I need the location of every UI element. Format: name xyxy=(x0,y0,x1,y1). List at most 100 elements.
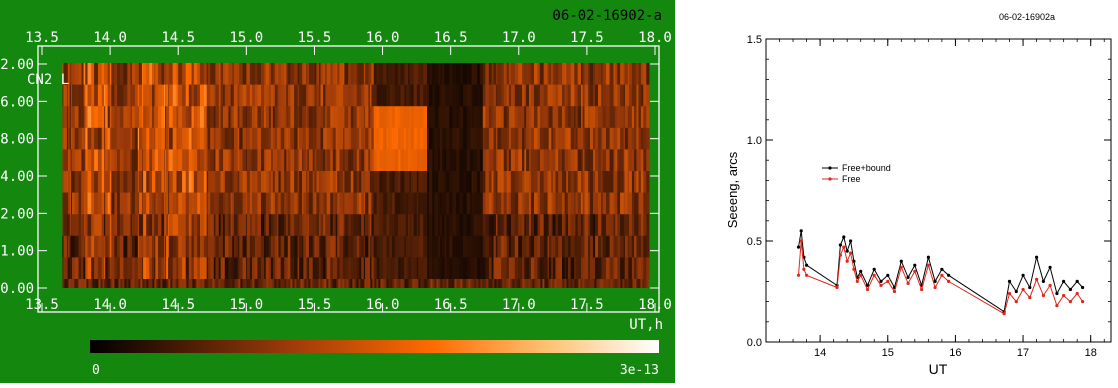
heatmap-cell xyxy=(442,192,445,215)
heatmap-cell xyxy=(206,149,209,172)
heatmap-cell xyxy=(144,279,147,288)
heatmap-cell xyxy=(551,235,553,258)
heatmap-cell xyxy=(534,257,538,280)
heatmap-cell xyxy=(452,127,457,150)
heatmap-cell xyxy=(570,63,575,85)
heatmap-cell xyxy=(488,279,491,288)
heatmap-cell xyxy=(132,84,136,107)
heatmap-cell xyxy=(526,149,530,172)
heatmap-cell xyxy=(306,192,308,215)
heatmap-cell xyxy=(154,171,156,193)
heatmap-cell xyxy=(154,279,157,288)
heatmap-cell xyxy=(484,279,487,288)
heatmap-cell xyxy=(268,84,272,107)
heatmap-cell xyxy=(139,149,143,172)
heatmap-cell xyxy=(361,171,365,193)
heatmap-cell xyxy=(323,171,326,193)
heatmap-cell xyxy=(593,127,596,150)
heatmap-cell xyxy=(410,149,414,172)
heatmap-cell xyxy=(601,235,603,258)
heatmap-cell xyxy=(368,149,371,172)
heatmap-cell xyxy=(491,63,494,85)
heatmap-cell xyxy=(419,63,424,85)
heatmap-cell xyxy=(302,149,304,172)
heatmap-cell xyxy=(609,171,614,193)
heatmap-cell xyxy=(584,63,589,85)
heatmap-cell xyxy=(85,257,88,280)
heatmap-cell xyxy=(302,235,304,258)
heatmap-cell xyxy=(477,235,481,258)
heatmap-cell xyxy=(284,235,287,258)
heatmap-cell xyxy=(140,279,143,288)
heatmap-cell xyxy=(534,106,538,129)
heatmap-cell xyxy=(408,171,410,193)
heatmap-cell xyxy=(601,171,603,193)
heatmap-cell xyxy=(302,63,304,85)
heatmap-cell xyxy=(330,127,334,150)
heatmap-cell xyxy=(444,214,447,237)
heatmap-cell xyxy=(529,84,532,107)
heatmap-cell xyxy=(646,106,650,129)
heatmap-cell xyxy=(379,63,384,85)
heatmap-cell xyxy=(609,106,614,129)
heatmap-cell xyxy=(188,279,191,288)
heatmap-cell xyxy=(155,63,159,85)
heatmap-cell xyxy=(71,235,73,258)
heatmap-cell xyxy=(232,63,235,85)
heatmap-cell xyxy=(105,106,108,129)
heatmap-cell xyxy=(316,149,320,172)
heatmap-cell xyxy=(488,84,492,107)
heatmap-cell xyxy=(264,171,266,193)
heatmap-cell xyxy=(255,63,258,85)
heatmap-cell xyxy=(272,279,275,288)
heatmap-cell xyxy=(555,63,559,85)
heatmap-cell xyxy=(617,235,621,258)
heatmap-cell xyxy=(320,84,324,107)
heatmap-cell xyxy=(239,192,243,215)
heatmap-cell xyxy=(280,106,285,129)
heatmap-cell xyxy=(452,171,457,193)
heatmap-cell xyxy=(119,106,124,129)
heatmap-cell xyxy=(218,235,221,258)
heatmap-cell xyxy=(466,127,471,150)
heatmap-cell xyxy=(169,149,173,172)
heatmap-cell xyxy=(132,149,136,172)
colorbar-max-label: 3e-13 xyxy=(620,363,659,378)
heatmap-cell xyxy=(302,279,305,288)
heatmap-cell xyxy=(479,84,484,107)
heatmap-cell xyxy=(514,171,519,193)
heatmap-cell xyxy=(176,63,179,85)
heatmap-cell xyxy=(326,149,331,172)
heatmap-cell xyxy=(526,63,530,85)
heatmap-cell xyxy=(261,257,265,280)
heatmap-cell xyxy=(566,149,569,172)
heatmap-cell xyxy=(615,214,618,237)
heatmap-cell xyxy=(220,149,224,172)
heatmap-cell xyxy=(350,84,354,107)
heatmap-cell xyxy=(176,257,179,280)
heatmap-cell xyxy=(640,257,644,280)
heatmap-cell xyxy=(294,192,298,215)
heatmap-cell xyxy=(83,149,86,172)
heatmap-cell xyxy=(491,257,494,280)
heatmap-cell xyxy=(85,171,88,193)
heatmap-cell xyxy=(356,127,360,150)
heatmap-cell xyxy=(555,192,559,215)
heatmap-cell xyxy=(459,257,464,280)
heatmap-cell xyxy=(524,171,527,193)
heatmap-cell xyxy=(449,149,453,172)
heatmap-cell xyxy=(134,235,139,258)
heatmap-cell xyxy=(409,214,411,237)
heatmap-cell xyxy=(506,106,510,129)
heatmap-cell xyxy=(270,214,274,237)
heatmap-cell xyxy=(463,257,467,280)
heatmap-cell xyxy=(188,214,192,237)
heatmap-cell xyxy=(320,192,324,215)
heatmap-cell xyxy=(220,214,224,237)
heatmap-cell xyxy=(297,235,300,258)
heatmap-cell xyxy=(620,257,624,280)
heatmap-cell xyxy=(312,257,315,280)
heatmap-cell xyxy=(332,235,336,258)
heatmap-cell xyxy=(408,192,410,215)
heatmap-cell xyxy=(264,149,266,172)
